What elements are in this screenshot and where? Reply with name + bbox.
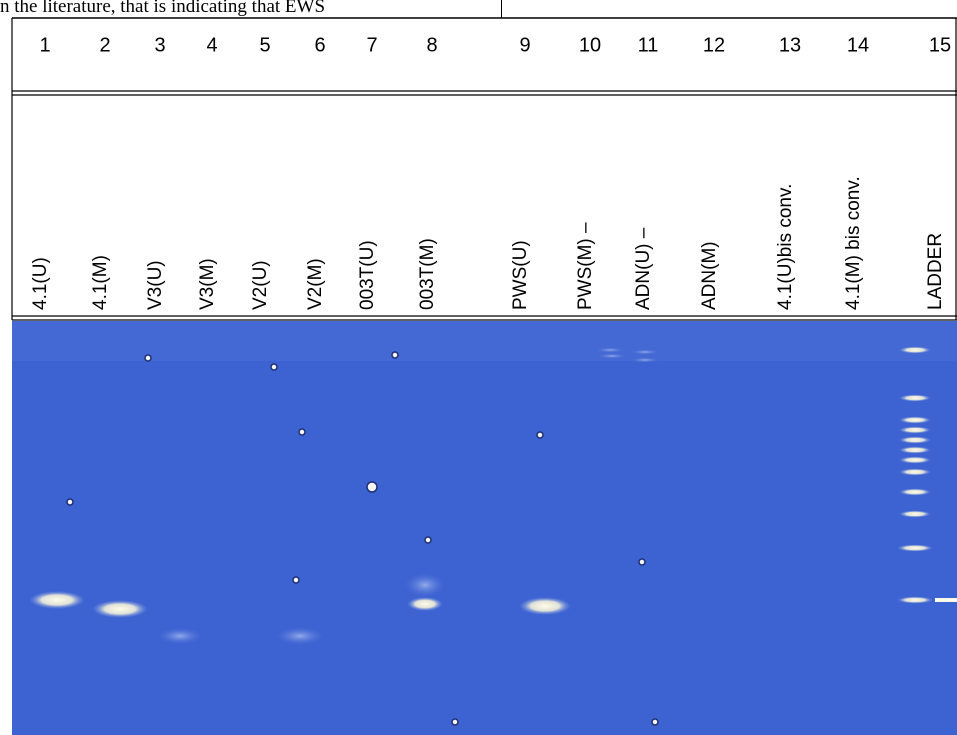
band bbox=[899, 417, 931, 424]
lane-label: ADN(M) bbox=[699, 241, 720, 310]
gel-figure: 1 4.1(U) 2 4.1(M) 3 V3(U) 4 V3(M) 5 V2(U) 6 V2(M) 7 0… bbox=[0, 0, 957, 735]
lane-label: 4.1(M) bis conv. bbox=[843, 176, 864, 310]
band bbox=[158, 628, 202, 644]
band bbox=[899, 427, 931, 434]
speck bbox=[299, 429, 305, 435]
speck bbox=[425, 537, 431, 543]
speck bbox=[652, 719, 658, 725]
gel-wells bbox=[12, 321, 957, 361]
lane-number: 6 bbox=[314, 34, 325, 56]
band bbox=[899, 437, 931, 444]
gel-image bbox=[12, 321, 957, 735]
band bbox=[407, 597, 443, 611]
band bbox=[899, 457, 931, 464]
speck bbox=[537, 432, 543, 438]
lane-label: 4.1(M) bbox=[90, 255, 111, 310]
lane-number: 10 bbox=[579, 34, 601, 56]
band bbox=[899, 447, 931, 454]
speck bbox=[271, 364, 277, 370]
lane-number: 12 bbox=[703, 34, 725, 56]
band bbox=[897, 597, 933, 604]
band bbox=[899, 347, 931, 354]
band bbox=[29, 591, 85, 609]
speck bbox=[145, 355, 151, 361]
lane-number: 1 bbox=[39, 34, 50, 56]
lane-number: 8 bbox=[426, 34, 437, 56]
band bbox=[405, 573, 445, 597]
band bbox=[631, 350, 659, 355]
band bbox=[598, 354, 626, 359]
lane-number: 2 bbox=[99, 34, 110, 56]
figure: n the literature, that is indicating tha… bbox=[0, 0, 957, 735]
band bbox=[92, 600, 148, 618]
band bbox=[631, 358, 659, 363]
lane-label: V2(M) bbox=[305, 258, 326, 310]
lane-number: 4 bbox=[206, 34, 217, 56]
lane-label: V2(U) bbox=[250, 260, 271, 310]
lane-number: 3 bbox=[154, 34, 165, 56]
band bbox=[596, 348, 624, 353]
band bbox=[897, 545, 933, 552]
lane-label: V3(M) bbox=[197, 258, 218, 310]
lane-label: 4.1(U)bis conv. bbox=[775, 184, 796, 310]
lane-label: PWS(M) – bbox=[575, 222, 596, 310]
lane-label: 4.1(U) bbox=[30, 257, 51, 310]
speck bbox=[452, 719, 458, 725]
band bbox=[519, 597, 571, 615]
band bbox=[899, 469, 931, 476]
band bbox=[899, 489, 931, 496]
marker bbox=[935, 598, 957, 602]
speck bbox=[367, 482, 377, 492]
lane-number: 9 bbox=[519, 34, 530, 56]
lane-label: PWS(U) bbox=[510, 240, 531, 310]
lane-number: 15 bbox=[929, 34, 951, 56]
lane-number: 14 bbox=[847, 34, 869, 56]
speck bbox=[293, 577, 299, 583]
lane-number: 7 bbox=[366, 34, 377, 56]
lane-number: 5 bbox=[259, 34, 270, 56]
speck bbox=[67, 499, 73, 505]
speck bbox=[639, 559, 645, 565]
lane-number: 13 bbox=[779, 34, 801, 56]
band bbox=[899, 395, 931, 402]
lane-label: 003T(U) bbox=[357, 240, 378, 310]
speck bbox=[392, 352, 398, 358]
lane-label: LADDER bbox=[925, 233, 946, 310]
lane-label: 003T(M) bbox=[417, 238, 438, 310]
band bbox=[899, 511, 931, 518]
band bbox=[276, 627, 324, 645]
lane-label: V3(U) bbox=[145, 260, 166, 310]
lane-label: ADN(U) – bbox=[633, 227, 654, 310]
lane-number: 11 bbox=[638, 34, 659, 56]
